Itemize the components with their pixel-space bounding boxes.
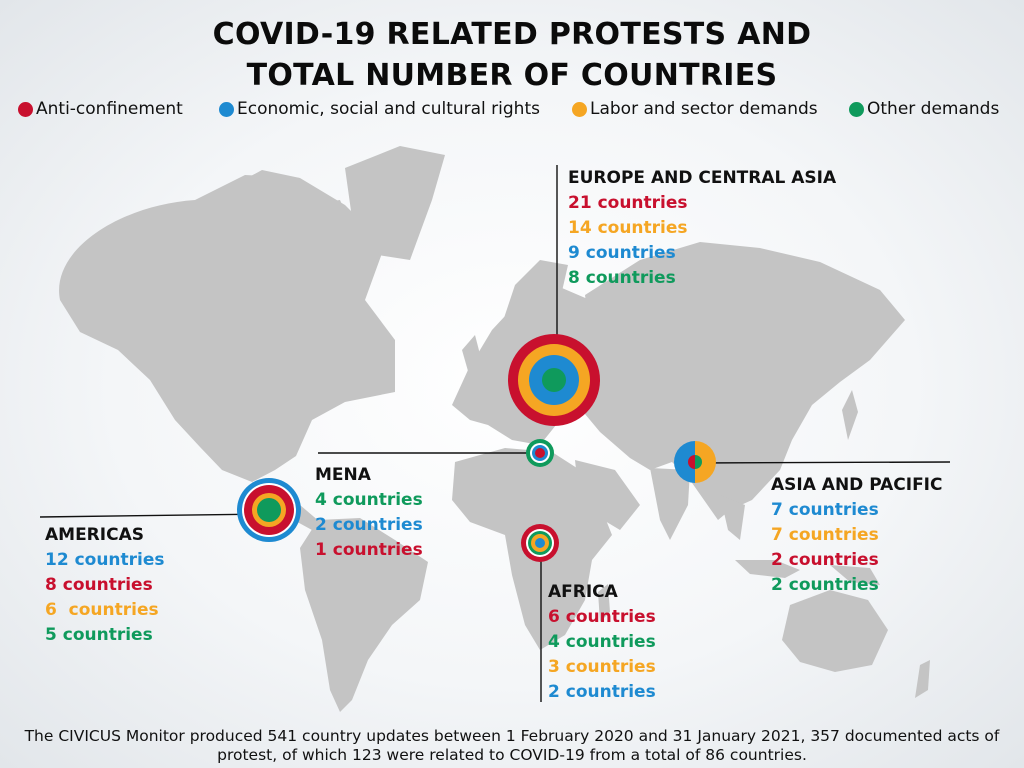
ring-mena-anti-confinement (535, 448, 545, 458)
half-asia-anti-confinement (688, 455, 695, 469)
marker-americas (237, 478, 301, 542)
region-count-other: 2 countries (771, 575, 879, 595)
region-count-anti-confinement: 1 countries (315, 540, 423, 560)
region-count-economic: 12 countries (45, 550, 165, 570)
region-name-africa: AFRICA (548, 582, 618, 602)
region-count-labor: 14 countries (568, 218, 688, 238)
region-count-other: 5 countries (45, 625, 153, 645)
ring-africa-economic (535, 538, 545, 548)
legend-label-anti-confinement: Anti-confinement (36, 99, 183, 119)
region-count-economic: 9 countries (568, 243, 676, 263)
ring-europe-other (542, 368, 566, 392)
leader-americas (39, 513, 269, 518)
region-count-labor: 7 countries (771, 525, 879, 545)
land-india (650, 468, 690, 540)
land-new-guinea (830, 565, 880, 585)
region-asia: ASIA AND PACIFIC 7 countries 7 countries… (771, 473, 943, 598)
marker-mena (526, 439, 554, 467)
land-greenland (345, 146, 445, 260)
land-australia (782, 590, 888, 672)
legend-swatch-red (18, 101, 33, 117)
region-count-labor: 6 countries (45, 600, 159, 620)
land-japan (842, 390, 858, 440)
region-africa: AFRICA 6 countries 4 countries 3 countri… (548, 580, 656, 705)
legend-item-other: Other demands (849, 99, 999, 119)
region-count-other: 4 countries (315, 490, 423, 510)
region-count-economic: 2 countries (315, 515, 423, 535)
legend-label-other: Other demands (867, 99, 1000, 119)
land-new-zealand (915, 660, 930, 698)
marker-africa (521, 524, 559, 562)
region-americas: AMERICAS 12 countries 8 countries 6 coun… (45, 523, 165, 648)
region-count-other: 4 countries (548, 632, 656, 652)
region-count-anti-confinement: 8 countries (45, 575, 153, 595)
legend-item-economic: Economic, social and cultural rights (219, 99, 540, 119)
legend-swatch-orange (572, 101, 587, 117)
region-count-labor: 3 countries (548, 657, 656, 677)
footer-note: The CIVICUS Monitor produced 541 country… (0, 727, 1024, 765)
region-name-asia: ASIA AND PACIFIC (771, 475, 943, 495)
land-scandinavia (500, 260, 568, 330)
land-se-asia (720, 495, 745, 540)
map-title: COVID-19 RELATED PROTESTS AND TOTAL NUMB… (0, 14, 1024, 96)
land-madagascar (598, 584, 610, 622)
legend: Anti-confinement Economic, social and cu… (0, 99, 1024, 125)
region-count-other: 8 countries (568, 268, 676, 288)
half-asia-labor (695, 441, 716, 483)
marker-asia (674, 441, 716, 483)
land-north-america (59, 175, 395, 482)
map-title-line-1: COVID-19 RELATED PROTESTS AND (212, 17, 812, 52)
region-count-anti-confinement: 2 countries (771, 550, 879, 570)
land-arabia (575, 460, 640, 530)
half-asia-other (695, 455, 702, 469)
legend-item-labor: Labor and sector demands (572, 99, 818, 119)
legend-label-labor: Labor and sector demands (590, 99, 818, 119)
region-count-economic: 7 countries (771, 500, 879, 520)
leader-lines (39, 165, 951, 702)
legend-swatch-green (849, 101, 864, 117)
half-asia-economic (674, 441, 695, 483)
map-title-line-2: TOTAL NUMBER OF COUNTRIES (246, 58, 778, 93)
footer-line-1: The CIVICUS Monitor produced 541 country… (24, 727, 1000, 745)
region-mena: MENA 4 countries 2 countries 1 countries (315, 463, 423, 563)
footer-line-2: protest, of which 123 were related to CO… (217, 746, 807, 764)
land-asia (575, 242, 905, 520)
land-south-america (300, 518, 428, 712)
ring-americas-other (257, 498, 281, 522)
marker-europe (508, 334, 600, 426)
land-arctic-islands (225, 170, 300, 210)
land-indonesia (735, 560, 800, 578)
leader-asia (694, 461, 951, 464)
region-name-europe: EUROPE AND CENTRAL ASIA (568, 168, 837, 188)
region-count-anti-confinement: 6 countries (548, 607, 656, 627)
land-uk (462, 335, 482, 378)
region-count-anti-confinement: 21 countries (568, 193, 688, 213)
region-count-economic: 2 countries (548, 682, 656, 702)
region-name-americas: AMERICAS (45, 525, 144, 545)
legend-swatch-blue (219, 101, 234, 117)
legend-item-anti-confinement: Anti-confinement (18, 99, 183, 119)
legend-label-economic: Economic, social and cultural rights (237, 99, 540, 119)
region-europe: EUROPE AND CENTRAL ASIA 21 countries 14 … (568, 166, 836, 291)
land-baffin (305, 200, 352, 245)
region-name-mena: MENA (315, 465, 371, 485)
